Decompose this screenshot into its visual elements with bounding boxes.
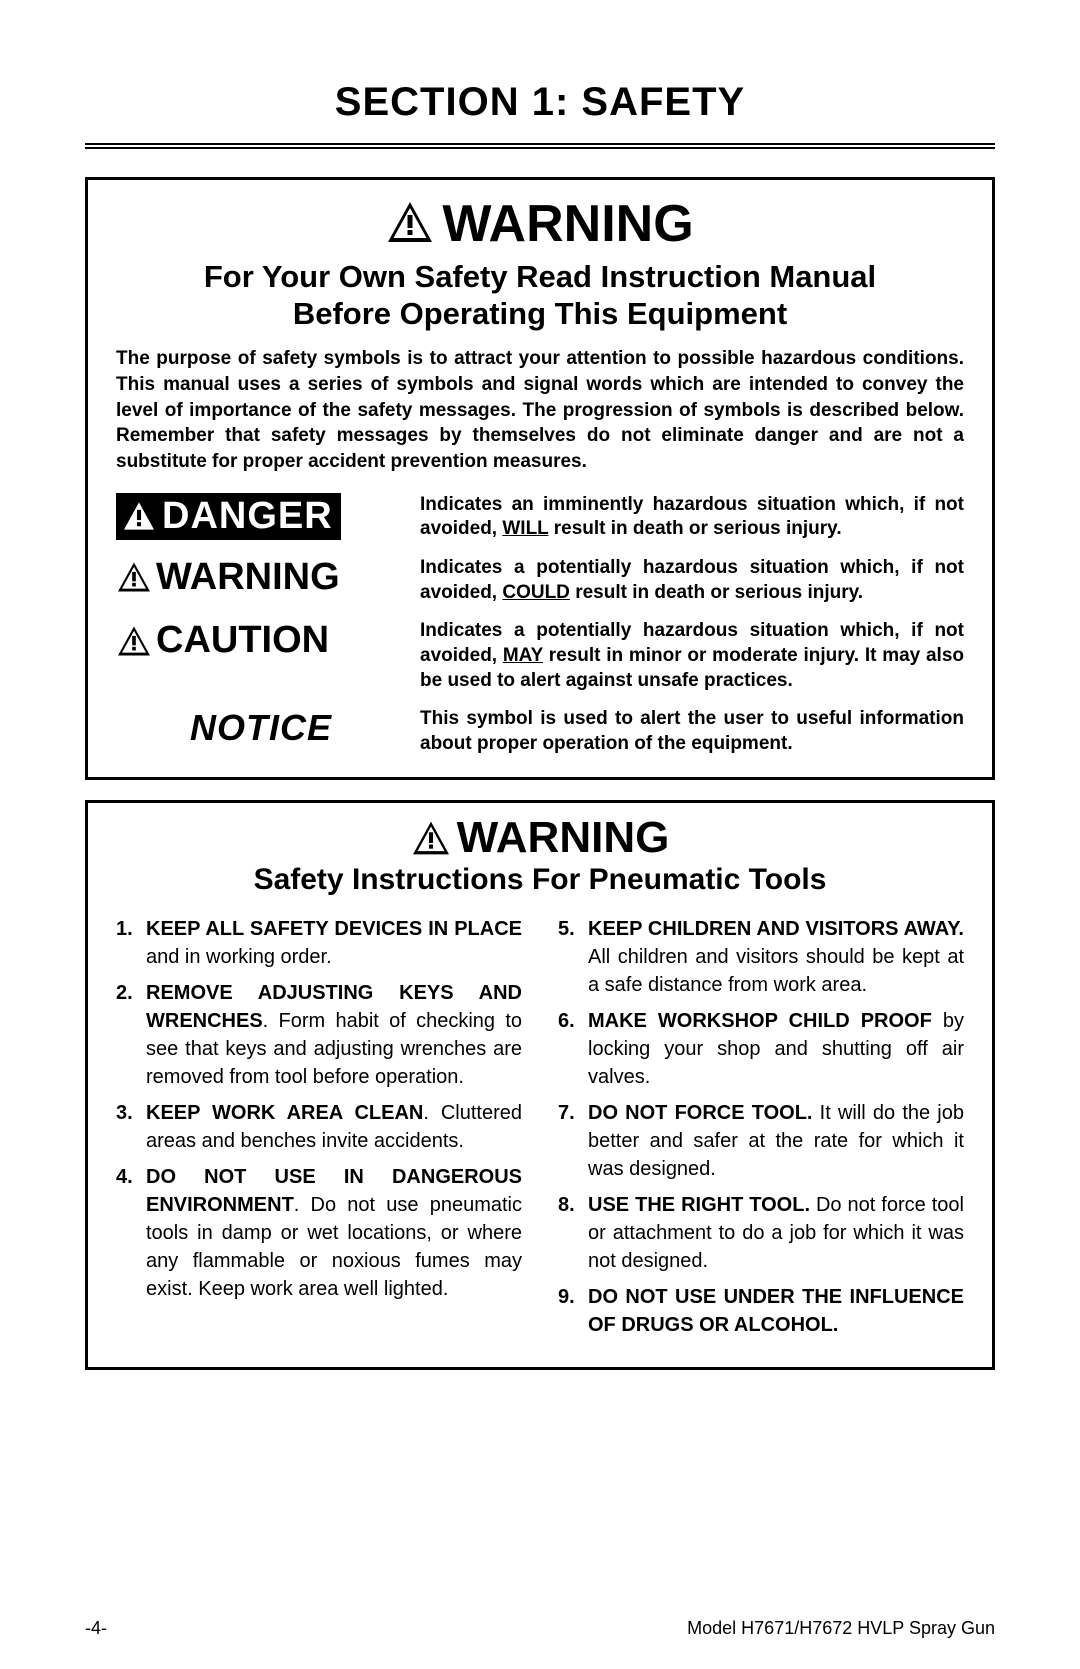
warning-triangle-icon [116,625,152,657]
box2-warning-word: WARNING [457,813,670,863]
page-number: -4- [85,1618,107,1639]
double-rule [85,143,995,149]
box2-header: WARNING [116,813,964,863]
item-rest: All children and visitors should be kept… [588,946,964,996]
item-lead: KEEP CHILDREN AND VISITORS AWAY. [588,918,964,940]
notice-label-wrap: NOTICE [116,707,406,749]
left-column: 1.KEEP ALL SAFETY DEVICES IN PLACE and i… [116,915,522,1347]
symbol-row-warning: WARNING Indicates a potentially hazardou… [116,556,964,605]
item-lead: DO NOT FORCE TOOL. [588,1102,812,1124]
right-column: 5.KEEP CHILDREN AND VISITORS AWAY. All c… [558,915,964,1347]
subhead-line2: Before Operating This Equipment [293,296,787,331]
item-body: DO NOT USE UNDER THE INFLUENCE OF DRUGS … [588,1283,964,1339]
item-body: USE THE RIGHT TOOL. Do not force tool or… [588,1191,964,1275]
warning-triangle-icon [411,820,451,856]
notice-desc: This symbol is used to alert the user to… [420,707,964,756]
caution-label: CAUTION [116,619,406,662]
warning-desc: Indicates a potentially hazardous situat… [420,556,964,605]
item-lead: MAKE WORKSHOP CHILD PROOF [588,1010,932,1032]
list-item: 7.DO NOT FORCE TOOL. It will do the job … [558,1099,964,1183]
list-item: 5.KEEP CHILDREN AND VISITORS AWAY. All c… [558,915,964,999]
item-body: KEEP CHILDREN AND VISITORS AWAY. All chi… [588,915,964,999]
symbol-row-notice: NOTICE This symbol is used to alert the … [116,707,964,756]
symbol-row-danger: DANGER Indicates an imminently hazardous… [116,493,964,542]
item-body: MAKE WORKSHOP CHILD PROOF by locking you… [588,1007,964,1091]
item-body: KEEP WORK AREA CLEAN. Cluttered areas an… [146,1099,522,1155]
instruction-columns: 1.KEEP ALL SAFETY DEVICES IN PLACE and i… [116,915,964,1347]
item-body: DO NOT FORCE TOOL. It will do the job be… [588,1099,964,1183]
danger-label-wrap: DANGER [116,493,406,540]
page-footer: -4- Model H7671/H7672 HVLP Spray Gun [85,1618,995,1639]
warning-label: WARNING [116,556,406,599]
t: result in death or serious injury. [570,582,863,603]
box1-intro: The purpose of safety symbols is to attr… [116,346,964,474]
list-item: 8.USE THE RIGHT TOOL. Do not force tool … [558,1191,964,1275]
notice-label: NOTICE [116,707,406,749]
t: WILL [502,518,548,539]
subhead-line1: For Your Own Safety Read Instruction Man… [204,259,876,294]
warning-box-1: WARNING For Your Own Safety Read Instruc… [85,177,995,780]
list-item: 3.KEEP WORK AREA CLEAN. Cluttered areas … [116,1099,522,1155]
item-body: KEEP ALL SAFETY DEVICES IN PLACE and in … [146,915,522,971]
item-body: DO NOT USE IN DANGEROUS ENVIRONMENT. Do … [146,1163,522,1303]
danger-desc: Indicates an imminently hazardous situat… [420,493,964,542]
list-item: 1.KEEP ALL SAFETY DEVICES IN PLACE and i… [116,915,522,971]
item-rest: and in working order. [146,946,332,968]
symbol-table: DANGER Indicates an imminently hazardous… [116,493,964,757]
caution-desc: Indicates a potentially hazardous situat… [420,619,964,693]
warning-text: WARNING [156,556,340,599]
warning-triangle-icon [116,561,152,593]
item-lead: KEEP ALL SAFETY DEVICES IN PLACE [146,918,522,940]
item-number: 4. [116,1163,146,1303]
item-body: REMOVE ADJUSTING KEYS AND WRENCHES. Form… [146,979,522,1091]
danger-label: DANGER [116,493,341,540]
item-lead: USE THE RIGHT TOOL. [588,1194,810,1216]
symbol-row-caution: CAUTION Indicates a potentially hazardou… [116,619,964,693]
item-number: 9. [558,1283,588,1339]
item-number: 1. [116,915,146,971]
box2-sub: Safety Instructions For Pneumatic Tools [116,863,964,897]
box1-warning-word: WARNING [442,194,693,254]
list-item: 2.REMOVE ADJUSTING KEYS AND WRENCHES. Fo… [116,979,522,1091]
item-number: 3. [116,1099,146,1155]
caution-text: CAUTION [156,619,329,662]
item-number: 8. [558,1191,588,1275]
list-item: 6.MAKE WORKSHOP CHILD PROOF by locking y… [558,1007,964,1091]
t: result in death or serious injury. [548,518,841,539]
item-number: 5. [558,915,588,999]
item-number: 6. [558,1007,588,1091]
warning-triangle-icon [386,200,434,249]
t: MAY [503,645,543,666]
t: COULD [502,582,570,603]
item-lead: DO NOT USE UNDER THE INFLUENCE OF DRUGS … [588,1286,964,1336]
section-title: SECTION 1: SAFETY [85,80,995,125]
item-lead: KEEP WORK AREA CLEAN [146,1102,423,1124]
box1-subhead: For Your Own Safety Read Instruction Man… [116,258,964,332]
item-number: 7. [558,1099,588,1183]
list-item: 4.DO NOT USE IN DANGEROUS ENVIRONMENT. D… [116,1163,522,1303]
list-item: 9.DO NOT USE UNDER THE INFLUENCE OF DRUG… [558,1283,964,1339]
danger-text: DANGER [162,495,333,538]
warning-triangle-icon [122,501,156,531]
model-label: Model H7671/H7672 HVLP Spray Gun [687,1618,995,1639]
box1-header: WARNING [116,194,964,254]
warning-box-2: WARNING Safety Instructions For Pneumati… [85,800,995,1370]
item-number: 2. [116,979,146,1091]
